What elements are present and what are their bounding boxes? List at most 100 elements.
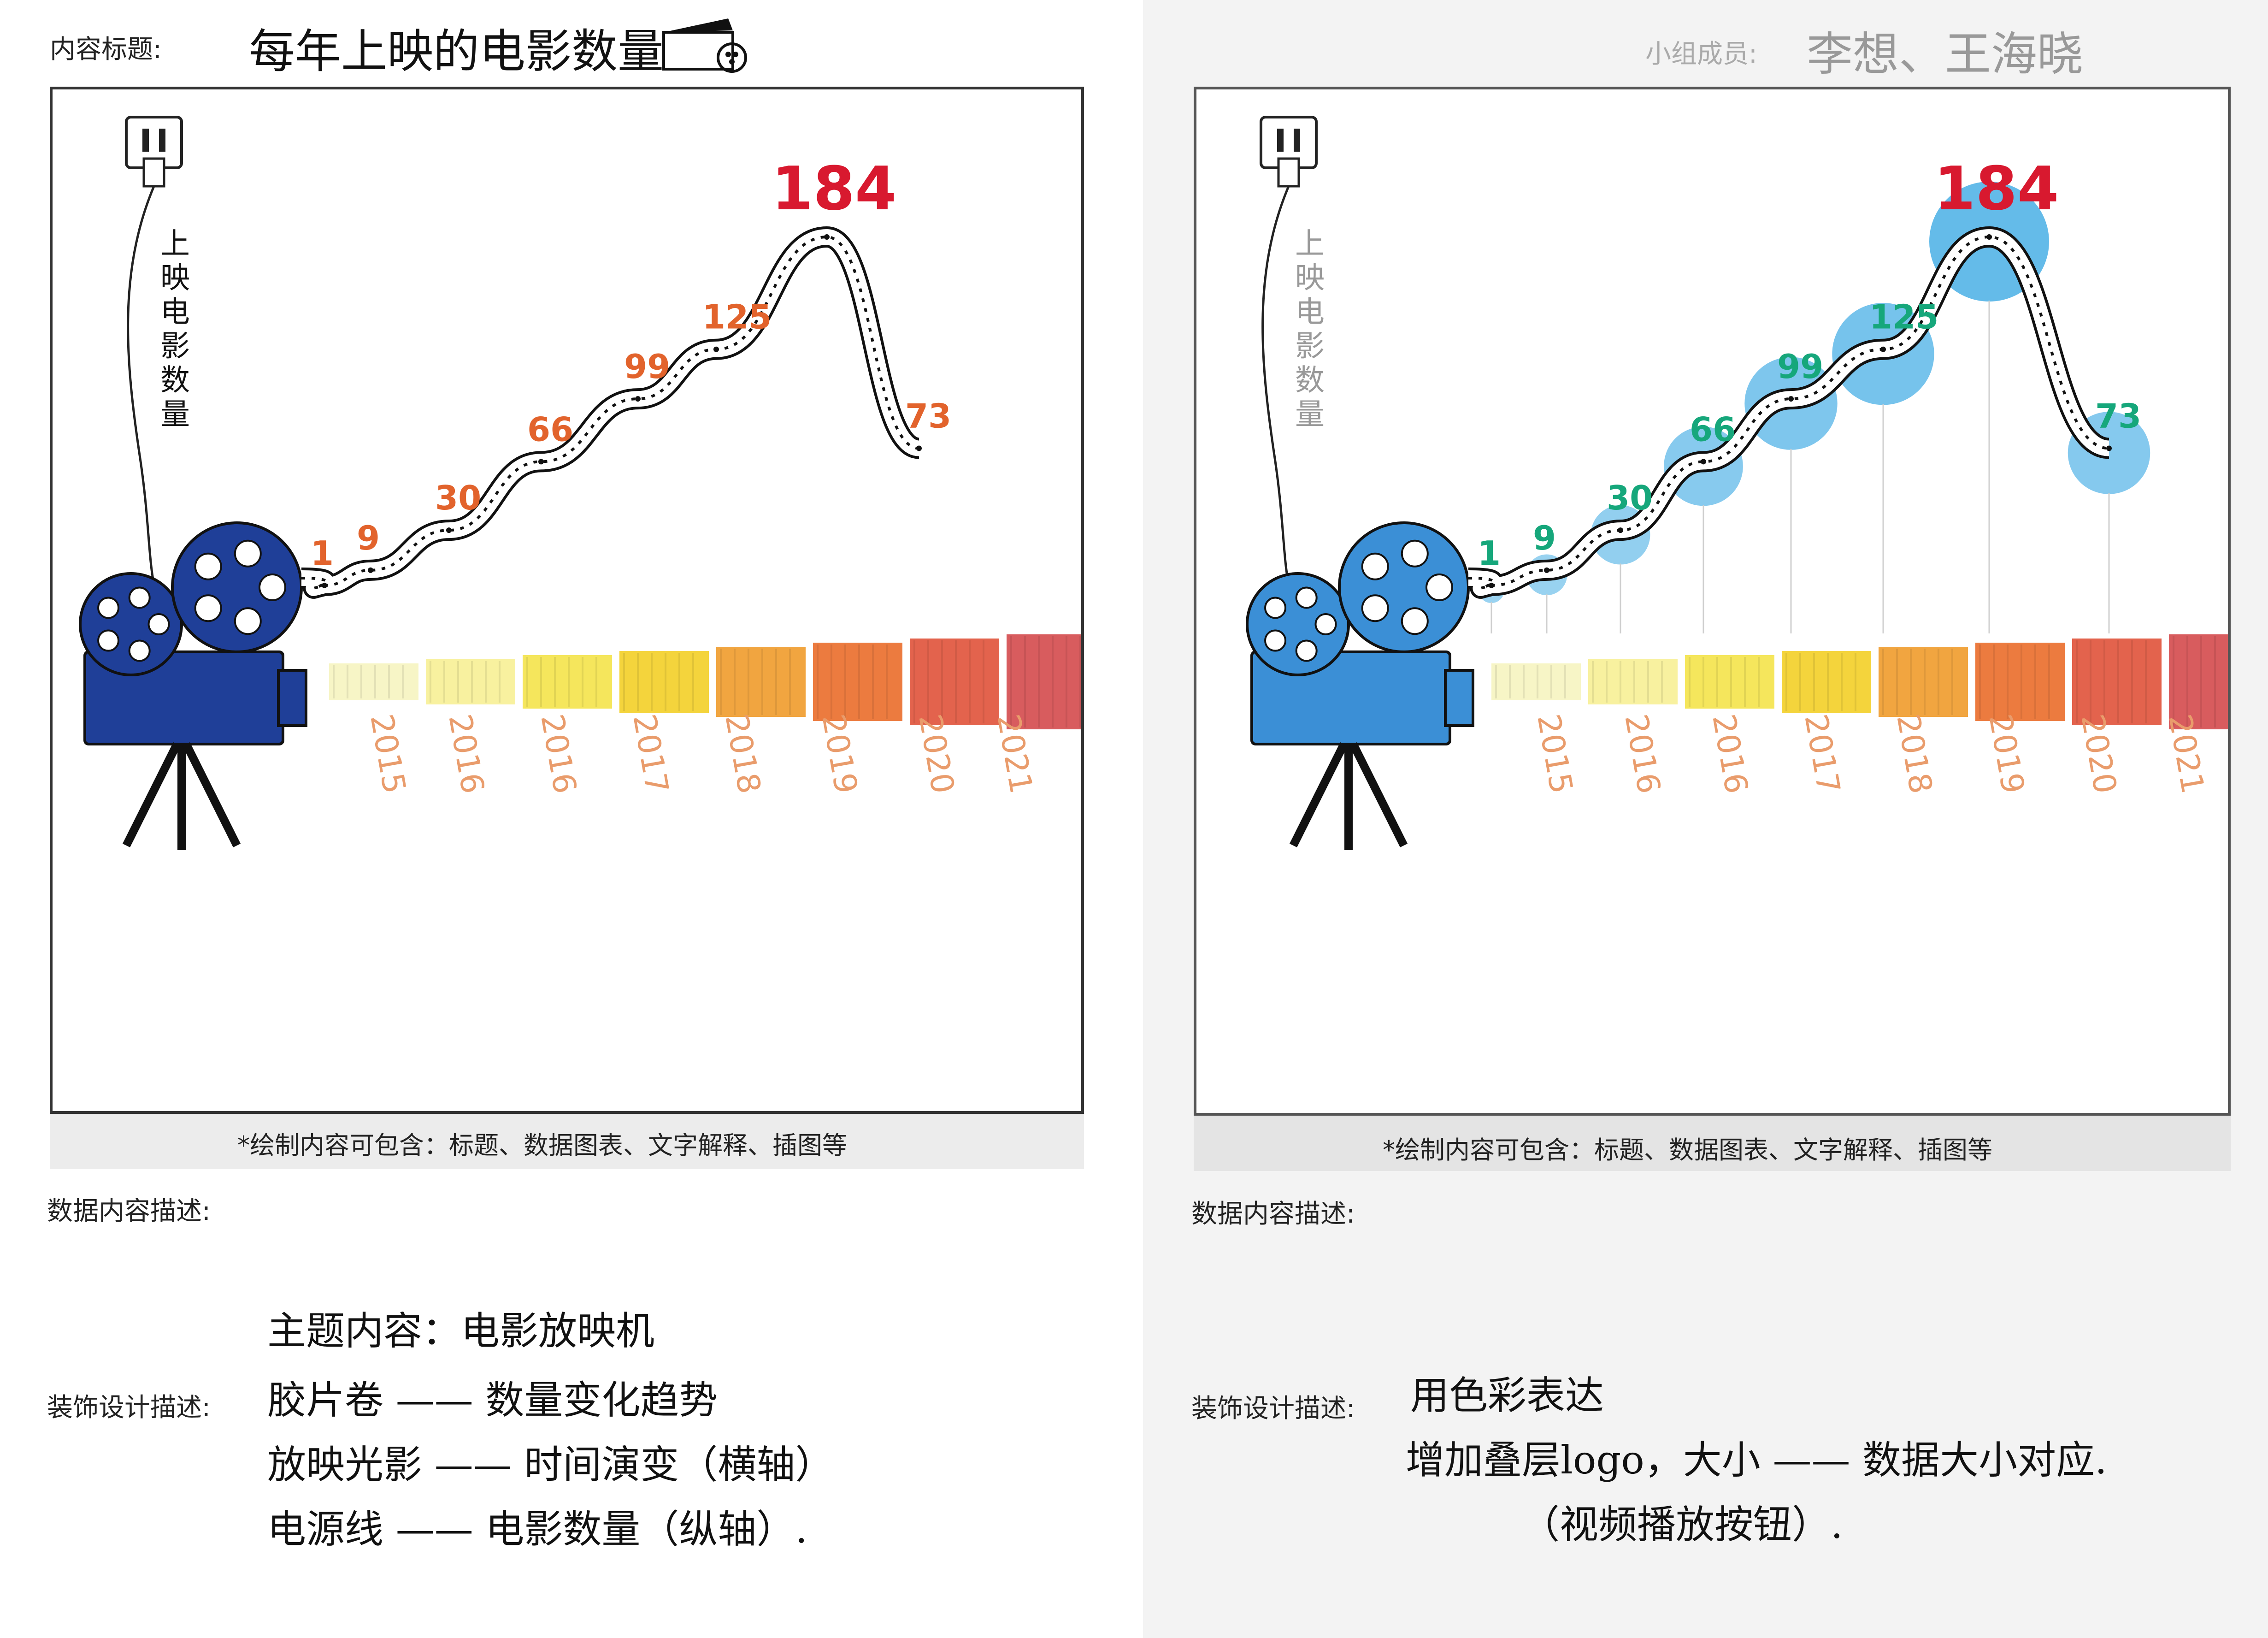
beam-segment [1588,659,1678,704]
right-note-1: 用色彩表达 [1410,1373,1604,1418]
right-caption-band [1194,1116,2231,1171]
left-note-1: 主题内容：电影放映机 [267,1308,655,1354]
reel-hole [194,552,222,580]
data-point [1618,527,1623,533]
beam-segment [910,639,999,725]
data-label: 1 [1478,534,1501,573]
reel-hole [128,586,151,609]
reel-hole [194,594,222,622]
data-label: 99 [1777,347,1823,386]
data-point [1986,234,1992,240]
clapperboard-icon [662,18,747,73]
reel-hole [147,613,170,635]
data-point [635,396,641,402]
film-strip-perforation [301,235,919,590]
left-caption-band [50,1114,1084,1169]
data-label: 73 [905,396,951,435]
projector-lens [1444,669,1474,727]
reel-hole [259,574,286,601]
year-label: 2018 [1889,711,1939,796]
beam-segment [2072,639,2162,725]
data-label: 184 [772,154,896,224]
right-note-2: 增加叠层logo，大小 —— 数据大小对应. [1406,1437,2107,1483]
left-note-3: 放映光影 —— 时间演变（横轴） [267,1442,834,1487]
data-point [446,527,452,533]
data-point [1701,459,1706,465]
beam-segment [1007,634,1081,729]
outlet-slot [159,129,165,152]
reel-hole [97,597,120,619]
right-chart-frame [1194,87,2231,1116]
beam-segment [1491,663,1581,700]
beam-segment [1782,651,1871,713]
y-axis-label: 上映电影数量 [155,228,189,432]
year-label: 2017 [1797,711,1847,796]
year-label: 2015 [363,711,412,796]
data-point [368,567,373,573]
outlet-slot [1294,129,1300,152]
film-strip-perforation [1468,235,2109,590]
year-label: 2016 [1705,711,1755,796]
beam-segment [813,643,902,721]
members-text: 李想、王海晓 [1807,27,2083,81]
outlet-slot [1277,129,1284,152]
year-label: 2015 [1530,711,1579,796]
year-label: 2019 [1981,711,2031,796]
data-point [713,346,719,352]
year-label: 2016 [533,711,583,796]
data-label: 73 [2095,396,2141,435]
tripod-leg [1349,742,1408,848]
data-point [1788,396,1794,402]
beam-segment [329,663,418,700]
data-point [538,459,544,465]
beam-segment [2169,634,2228,729]
tripod-leg [182,742,241,848]
left-deco-label: 装饰设计描述: [47,1393,211,1423]
right-sheet: 小组成员: 李想、王海晓 2015 2016 2016 2017 2018 2019 202… [1143,0,2268,1638]
film-strip-fill [301,229,920,596]
data-label: 125 [1869,298,1938,337]
data-label: 184 [1934,154,2059,224]
right-note-3: （视频播放按钮）. [1521,1502,1843,1547]
data-label: 99 [624,347,670,386]
projector-lens [277,669,307,727]
beam-segment [716,647,806,717]
title-label: 内容标题: [50,35,162,65]
data-point [1544,567,1549,573]
beam-segment [523,655,612,709]
right-deco-label: 装饰设计描述: [1191,1394,1355,1424]
left-note-4: 电源线 —— 电影数量（纵轴）. [267,1507,808,1552]
year-label: 2019 [814,711,864,796]
year-label: 2018 [718,711,767,796]
reel-hole [234,607,262,635]
beam-segment [1975,643,2065,721]
data-label: 125 [702,298,772,337]
data-label: 1 [311,534,334,573]
members-label: 小组成员: [1645,39,1757,69]
data-point [2106,445,2112,451]
reel-hole [128,639,151,662]
left-data-desc-label: 数据内容描述: [47,1196,211,1226]
outlet-slot [142,129,149,152]
reel-hole [1295,639,1318,662]
tripod-leg [122,742,181,848]
beam-segment [1879,647,1968,717]
data-label: 30 [1607,479,1653,517]
reel-hole [1401,539,1429,568]
data-label: 66 [1690,410,1736,449]
beam-segment [426,659,515,704]
data-label: 9 [357,519,380,557]
plug-icon [1277,157,1300,188]
year-label: 2017 [625,711,675,796]
data-point [1489,582,1494,588]
reel-hole [1314,613,1337,635]
data-point [322,582,327,588]
left-note-2: 胶片卷 —— 数量变化趋势 [267,1378,718,1423]
beam-segment [619,651,709,713]
data-point [824,234,830,240]
year-label: 2016 [1617,711,1667,796]
data-label: 9 [1533,519,1556,557]
plug-icon [142,157,165,188]
